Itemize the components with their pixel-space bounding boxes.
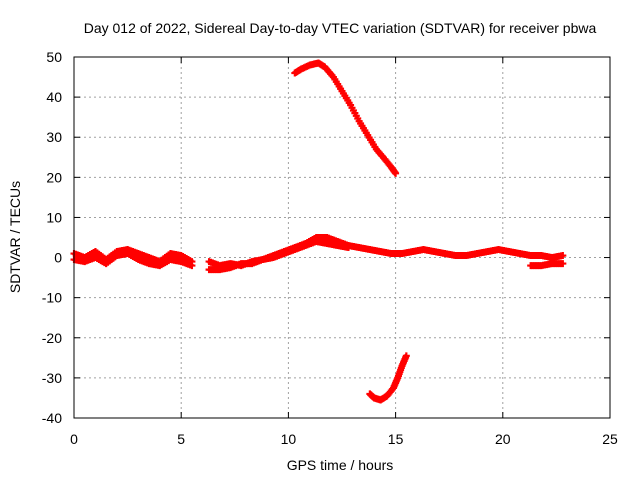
x-axis-label: GPS time / hours bbox=[287, 457, 394, 473]
y-tick-label: 50 bbox=[46, 49, 62, 65]
series-3 bbox=[70, 250, 196, 270]
x-tick-label: 20 bbox=[495, 431, 511, 447]
y-tick-label: -20 bbox=[42, 330, 62, 346]
series-1 bbox=[366, 352, 410, 404]
series-5 bbox=[205, 238, 352, 274]
y-axis-label: SDTVAR / TECUs bbox=[7, 181, 23, 293]
chart-title: Day 012 of 2022, Sidereal Day-to-day VTE… bbox=[84, 20, 597, 36]
x-tick-label: 10 bbox=[281, 431, 297, 447]
data-point bbox=[559, 252, 567, 260]
x-tick-labels: 0 5 10 15 20 25 bbox=[70, 431, 618, 447]
y-tick-label: 40 bbox=[46, 89, 62, 105]
data-point bbox=[344, 244, 352, 252]
y-tick-labels: -40 -30 -20 -10 0 10 20 30 40 50 bbox=[42, 49, 62, 426]
series-6 bbox=[527, 260, 567, 270]
y-tick-label: -10 bbox=[42, 290, 62, 306]
y-tick-label: 30 bbox=[46, 129, 62, 145]
x-tick-label: 25 bbox=[602, 431, 618, 447]
x-tick-label: 0 bbox=[70, 431, 78, 447]
y-tick-label: -30 bbox=[42, 370, 62, 386]
x-tick-label: 15 bbox=[388, 431, 404, 447]
data-point bbox=[559, 260, 567, 268]
y-tick-label: 0 bbox=[54, 250, 62, 266]
grid-lines bbox=[74, 57, 610, 418]
y-tick-label: 10 bbox=[46, 209, 62, 225]
plot-frame bbox=[73, 56, 611, 419]
data-series bbox=[70, 59, 567, 404]
y-tick-label: 20 bbox=[46, 169, 62, 185]
axis-ticks bbox=[73, 56, 611, 419]
data-point bbox=[188, 262, 196, 270]
data-point bbox=[402, 352, 410, 360]
y-tick-label: -40 bbox=[42, 410, 62, 426]
data-point bbox=[392, 169, 400, 177]
x-tick-label: 5 bbox=[177, 431, 185, 447]
series-0 bbox=[291, 59, 400, 177]
